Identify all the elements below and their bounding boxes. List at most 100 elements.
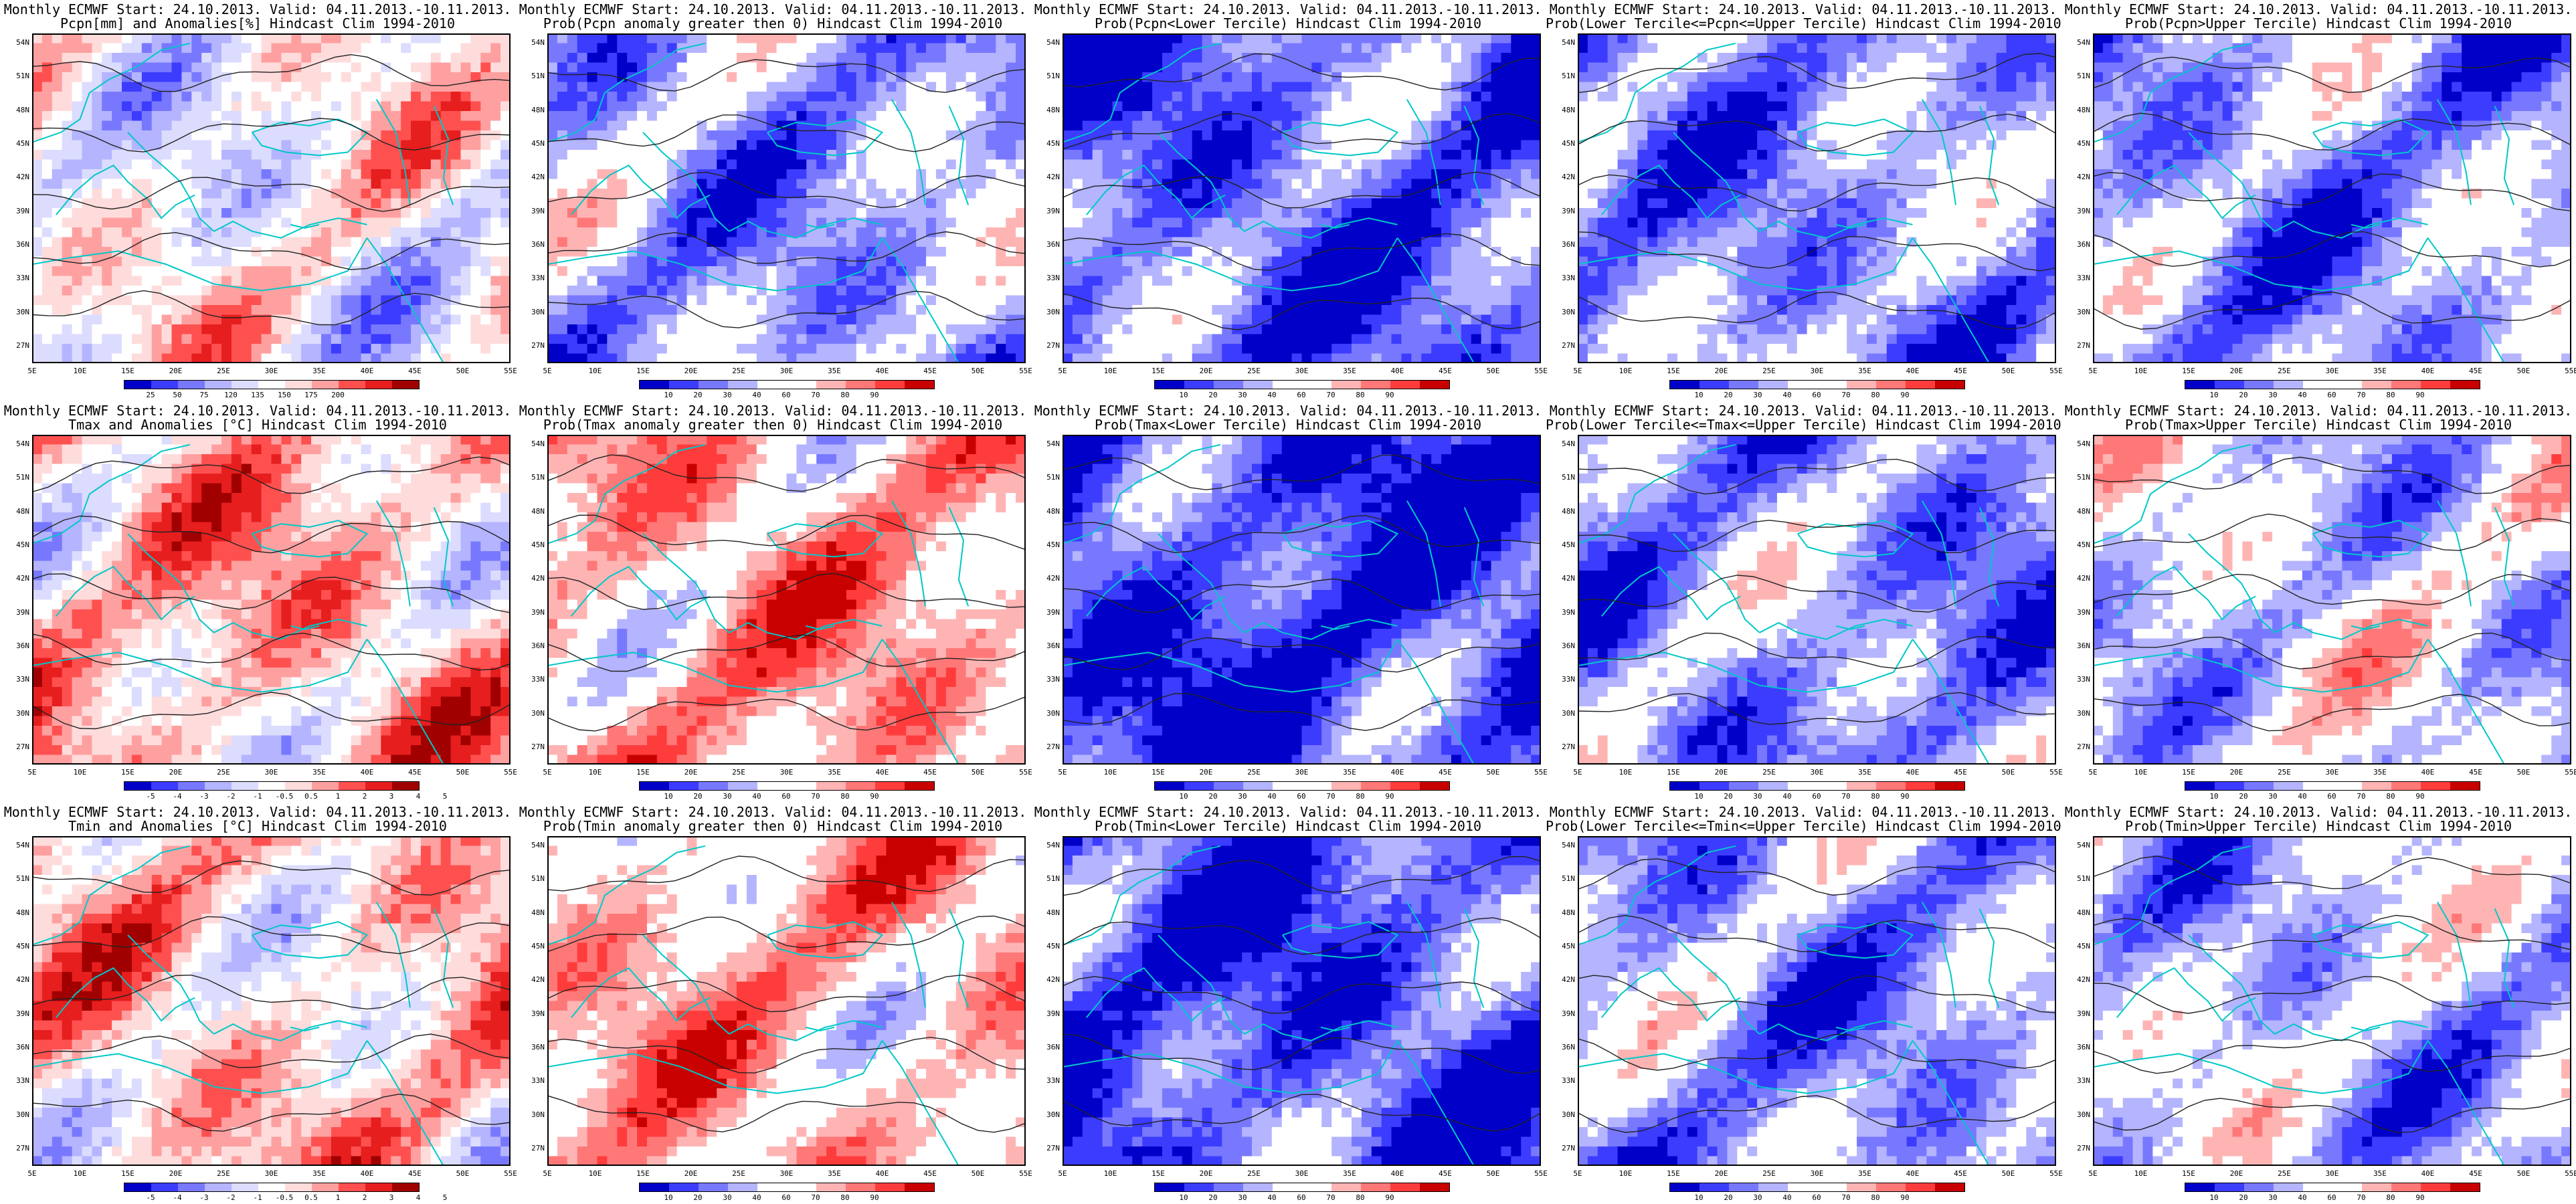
colorbar-swatch bbox=[640, 1183, 669, 1191]
longitude-label: 55E bbox=[2043, 367, 2069, 375]
colorbar-tick-label: 70 bbox=[1326, 792, 1335, 801]
colorbar-swatch bbox=[1758, 381, 1788, 389]
latitude-label: 42N bbox=[3, 173, 29, 181]
colorbar-swatch bbox=[728, 782, 757, 790]
colorbar-tick-label: 10 bbox=[664, 391, 672, 399]
panel-title-line2: Prob(Lower Tercile<=Pcpn<=Upper Tercile)… bbox=[1546, 16, 2061, 31]
coastline bbox=[1396, 1040, 1475, 1166]
longitude-label: 10E bbox=[67, 1169, 94, 1178]
colorbar-tick-label: -0.5 bbox=[276, 792, 294, 801]
latitude-label: 48N bbox=[1548, 908, 1575, 917]
colorbar-swatch bbox=[1390, 381, 1420, 389]
colorbar-swatch bbox=[1788, 381, 1817, 389]
latitude-label: 45N bbox=[2063, 139, 2090, 148]
colorbar-swatch bbox=[846, 381, 875, 389]
coastline bbox=[1396, 639, 1475, 765]
coastline bbox=[1406, 500, 1441, 607]
contour-line bbox=[32, 573, 511, 613]
latitude-label: 30N bbox=[518, 308, 545, 316]
coastline bbox=[1921, 99, 1956, 205]
coastline bbox=[433, 106, 454, 205]
longitude-label: 10E bbox=[67, 768, 94, 777]
coastline bbox=[32, 42, 191, 143]
coastline bbox=[1396, 237, 1475, 363]
colorbar-swatch bbox=[2421, 381, 2450, 389]
colorbar-tick-label: 1 bbox=[336, 792, 341, 801]
coastline bbox=[805, 625, 835, 630]
coastline bbox=[2093, 1040, 2429, 1094]
contour-line bbox=[547, 290, 1026, 328]
colorbar-tick-label: -1 bbox=[253, 1193, 262, 1202]
colorbar-tick-label: 120 bbox=[224, 391, 238, 399]
map-panel: Monthly ECMWF Start: 24.10.2013. Valid: … bbox=[1546, 401, 2063, 803]
longitude-label: 20E bbox=[163, 768, 189, 777]
colorbar-swatch bbox=[728, 1183, 757, 1191]
contour-line bbox=[2093, 456, 2571, 494]
map-panel: Monthly ECMWF Start: 24.10.2013. Valid: … bbox=[1030, 0, 1548, 401]
coastline bbox=[1979, 908, 2000, 1008]
colorbar-swatch bbox=[1876, 1183, 1906, 1191]
latitude-label: 51N bbox=[3, 473, 29, 482]
colorbar-tick-label: 150 bbox=[278, 391, 291, 399]
contour-line bbox=[2093, 694, 2571, 732]
coastline bbox=[1158, 934, 1245, 1035]
map-panel: Monthly ECMWF Start: 24.10.2013. Valid: … bbox=[2061, 401, 2576, 803]
colorbar-swatch bbox=[285, 381, 312, 389]
colorbar-labels: 10 20 30 40 60 70 80 90 bbox=[1154, 391, 1449, 400]
longitude-label: 35E bbox=[1851, 768, 1878, 777]
colorbar-tick-label: 80 bbox=[1356, 792, 1364, 801]
latitude-label: 45N bbox=[1033, 942, 1060, 950]
coastline bbox=[2093, 237, 2429, 292]
coastline bbox=[1759, 1020, 1913, 1041]
longitude-label: 50E bbox=[450, 367, 476, 375]
latitude-label: 30N bbox=[2063, 709, 2090, 718]
map-panel: Monthly ECMWF Start: 24.10.2013. Valid: … bbox=[1546, 0, 2063, 401]
longitude-label: 55E bbox=[2558, 367, 2576, 375]
colorbar-swatch bbox=[875, 381, 905, 389]
colorbar-swatch bbox=[1935, 381, 1964, 389]
latitude-label: 33N bbox=[518, 274, 545, 282]
contour-line bbox=[1063, 233, 1541, 271]
longitude-label: 10E bbox=[582, 367, 609, 375]
colorbar-tick-label: -1 bbox=[253, 792, 262, 801]
coastline bbox=[1578, 42, 1736, 143]
coastline bbox=[881, 237, 959, 363]
colorbar-swatch bbox=[1214, 381, 1243, 389]
longitude-label: 35E bbox=[2367, 768, 2393, 777]
colorbar-swatch bbox=[2303, 1183, 2332, 1191]
coastline bbox=[252, 118, 369, 157]
colorbar-swatch bbox=[339, 1183, 365, 1191]
colorbar-tick-label: 10 bbox=[2209, 391, 2218, 399]
forecast-field-map bbox=[1578, 435, 2056, 765]
colorbar-tick-label: 30 bbox=[1753, 391, 1762, 399]
longitude-label: 35E bbox=[821, 768, 848, 777]
coastline bbox=[2093, 639, 2429, 693]
coastline bbox=[1912, 639, 1990, 765]
panel-title-line2: Prob(Tmin anomaly greater then 0) Hindca… bbox=[515, 819, 1030, 833]
colorbar-tick-label: 90 bbox=[1385, 792, 1394, 801]
longitude-label: 50E bbox=[965, 367, 992, 375]
coastline bbox=[547, 443, 706, 544]
longitude-label: 40E bbox=[354, 367, 381, 375]
latitude-label: 54N bbox=[2063, 439, 2090, 448]
colorbar-swatch bbox=[151, 782, 178, 790]
latitude-label: 27N bbox=[1033, 341, 1060, 350]
latitude-label: 36N bbox=[518, 1043, 545, 1051]
colorbar-swatch bbox=[1243, 782, 1273, 790]
coastline bbox=[1835, 223, 1865, 229]
coastline bbox=[252, 921, 369, 959]
latitude-label: 39N bbox=[3, 207, 29, 215]
coastline bbox=[2116, 164, 2256, 219]
colorbar-tick-label: 50 bbox=[173, 391, 181, 399]
longitude-label: 25E bbox=[1756, 768, 1782, 777]
colorbar-swatch bbox=[205, 1183, 232, 1191]
longitude-label: 55E bbox=[1012, 768, 1039, 777]
coastline bbox=[891, 500, 926, 607]
latitude-label: 42N bbox=[1548, 975, 1575, 984]
coastline bbox=[2436, 99, 2472, 205]
colorbar-swatch bbox=[1670, 1183, 1699, 1191]
colorbar-swatch bbox=[339, 381, 365, 389]
colorbar bbox=[2185, 781, 2480, 791]
latitude-label: 33N bbox=[1033, 675, 1060, 684]
colorbar-swatch bbox=[875, 1183, 905, 1191]
